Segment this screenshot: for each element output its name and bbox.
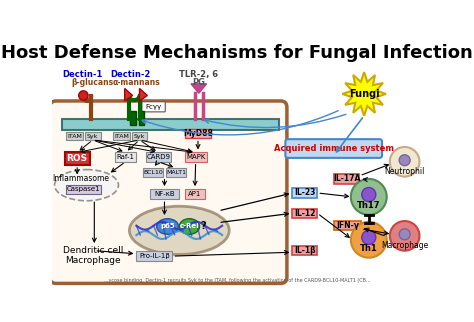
Polygon shape bbox=[139, 89, 147, 101]
Bar bbox=[66, 185, 100, 194]
Text: Neutrophil: Neutrophil bbox=[384, 167, 425, 175]
Ellipse shape bbox=[79, 91, 88, 100]
Text: Th17: Th17 bbox=[357, 201, 381, 210]
Text: α-mannans: α-mannans bbox=[112, 78, 160, 87]
Ellipse shape bbox=[390, 147, 419, 176]
Ellipse shape bbox=[399, 229, 410, 240]
Bar bbox=[64, 152, 90, 165]
Text: IFN-γ: IFN-γ bbox=[336, 221, 359, 230]
Polygon shape bbox=[191, 84, 207, 93]
Bar bbox=[185, 189, 205, 199]
Text: IL-17A: IL-17A bbox=[333, 175, 361, 184]
Bar bbox=[137, 251, 172, 261]
Text: CARD9: CARD9 bbox=[146, 154, 170, 160]
Bar bbox=[150, 189, 179, 199]
Text: Raf-1: Raf-1 bbox=[117, 154, 135, 160]
FancyBboxPatch shape bbox=[285, 139, 382, 158]
Polygon shape bbox=[125, 89, 133, 101]
Ellipse shape bbox=[157, 219, 179, 234]
Bar bbox=[113, 132, 130, 140]
Bar bbox=[185, 129, 211, 138]
Text: ITAM: ITAM bbox=[114, 134, 129, 138]
Text: p65: p65 bbox=[160, 223, 175, 230]
FancyBboxPatch shape bbox=[50, 101, 287, 283]
Text: IL-12: IL-12 bbox=[294, 209, 316, 218]
Text: IL-1β: IL-1β bbox=[294, 246, 316, 255]
Text: Inflammasome: Inflammasome bbox=[52, 174, 109, 183]
Text: PG: PG bbox=[192, 78, 205, 87]
Text: TLR-2, 6: TLR-2, 6 bbox=[179, 70, 219, 79]
Text: Syk: Syk bbox=[87, 134, 99, 138]
Bar bbox=[139, 111, 144, 125]
Text: ROS: ROS bbox=[66, 154, 88, 163]
Text: ...ycose binding. Dectin-1 recruits Syk to the ITAM, following the activation of: ...ycose binding. Dectin-1 recruits Syk … bbox=[104, 278, 370, 283]
Bar bbox=[63, 119, 279, 130]
Bar bbox=[132, 132, 147, 140]
Text: Th1: Th1 bbox=[360, 244, 378, 253]
Ellipse shape bbox=[55, 170, 118, 201]
Text: MyD88: MyD88 bbox=[183, 129, 213, 138]
Text: Fcγγ: Fcγγ bbox=[146, 104, 162, 110]
Bar bbox=[292, 188, 317, 198]
Text: Dectin-2: Dectin-2 bbox=[110, 70, 150, 79]
Text: β-glucans: β-glucans bbox=[72, 78, 114, 87]
Bar bbox=[335, 221, 361, 231]
Text: ITAM: ITAM bbox=[67, 134, 82, 138]
Text: Syk: Syk bbox=[134, 134, 145, 138]
Polygon shape bbox=[342, 72, 386, 116]
Text: Host Defense Mechanisms for Fungal Infection: Host Defense Mechanisms for Fungal Infec… bbox=[1, 44, 473, 62]
Bar bbox=[185, 152, 207, 162]
Bar bbox=[292, 246, 317, 255]
Bar bbox=[130, 111, 136, 125]
Bar bbox=[292, 209, 317, 218]
Text: AP1: AP1 bbox=[188, 191, 201, 197]
Text: Fungi: Fungi bbox=[349, 89, 379, 99]
Text: c-Rel: c-Rel bbox=[180, 223, 199, 230]
Text: IL-23: IL-23 bbox=[294, 188, 316, 197]
Text: MAPK: MAPK bbox=[186, 154, 205, 160]
FancyBboxPatch shape bbox=[142, 102, 165, 112]
Bar bbox=[85, 132, 100, 140]
Text: BCL10: BCL10 bbox=[143, 170, 163, 175]
Ellipse shape bbox=[390, 221, 419, 251]
Bar bbox=[166, 168, 186, 176]
Text: Dectin-1: Dectin-1 bbox=[63, 70, 103, 79]
Bar bbox=[335, 174, 359, 184]
Text: Pro-IL-1β: Pro-IL-1β bbox=[139, 253, 170, 259]
Ellipse shape bbox=[351, 222, 387, 258]
Text: NF-κB: NF-κB bbox=[154, 191, 175, 197]
Text: Acquired immune system: Acquired immune system bbox=[273, 144, 394, 153]
Bar bbox=[115, 152, 137, 162]
Ellipse shape bbox=[362, 187, 376, 202]
Text: ?: ? bbox=[201, 221, 206, 231]
Bar bbox=[66, 132, 83, 140]
Ellipse shape bbox=[129, 206, 229, 255]
Text: MALT1: MALT1 bbox=[166, 170, 186, 175]
Text: Macrophage: Macrophage bbox=[381, 241, 428, 250]
Ellipse shape bbox=[399, 155, 410, 166]
Bar bbox=[143, 168, 163, 176]
Ellipse shape bbox=[351, 179, 387, 215]
Text: Dendritic cell
Macrophage: Dendritic cell Macrophage bbox=[63, 246, 123, 265]
Ellipse shape bbox=[362, 231, 376, 244]
Text: Caspase1: Caspase1 bbox=[66, 186, 100, 193]
Bar bbox=[146, 152, 171, 162]
Ellipse shape bbox=[179, 219, 200, 234]
